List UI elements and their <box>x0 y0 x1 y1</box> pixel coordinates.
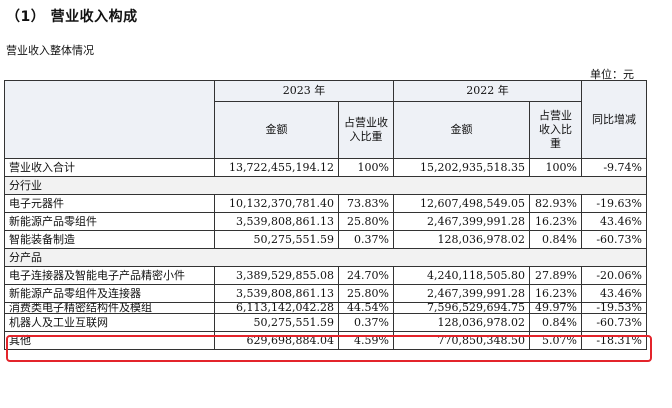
share-2023: 73.83% <box>338 194 394 213</box>
highlight-box <box>6 335 652 362</box>
row-label: 新能源产品零组件 <box>4 212 215 231</box>
row-label: 电子连接器及智能电子产品精密小件 <box>4 266 215 285</box>
section-subtitle: 营业收入整体情况 <box>6 44 94 57</box>
share-2023: 100% <box>338 158 394 177</box>
share-2022: 82.93% <box>529 194 582 213</box>
header-share-2022: 占营业收入比重 <box>529 101 582 159</box>
yoy-change: -9.74% <box>581 158 647 177</box>
amount-2023: 6,113,142,042.28 <box>214 302 339 314</box>
header-amount-2023: 金额 <box>214 101 339 159</box>
row-label: 消费类电子精密结构件及模组 <box>4 302 215 314</box>
share-2023: 0.37% <box>338 313 394 332</box>
yoy-change: -60.73% <box>581 230 647 249</box>
header-amount-2022: 金额 <box>393 101 530 159</box>
amount-2022: 128,036,978.02 <box>393 230 530 249</box>
section-label: 分产品 <box>4 248 647 267</box>
table-row: 电子连接器及智能电子产品精密小件 3,389,529,855.08 24.70%… <box>4 266 647 285</box>
share-2022: 100% <box>529 158 582 177</box>
table-row-partially-hidden: 消费类电子精密结构件及模组 6,113,142,042.28 44.54% 7,… <box>4 302 647 314</box>
share-2023: 44.54% <box>338 302 394 314</box>
share-2022: 49.97% <box>529 302 582 314</box>
yoy-change: -19.63% <box>581 194 647 213</box>
amount-2023: 13,722,455,194.12 <box>214 158 339 177</box>
header-year-2022: 2022 年 <box>393 80 582 102</box>
table-row: 智能装备制造 50,275,551.59 0.37% 128,036,978.0… <box>4 230 647 249</box>
share-2022: 27.89% <box>529 266 582 285</box>
amount-2022: 15,202,935,518.35 <box>393 158 530 177</box>
amount-2023: 3,389,529,855.08 <box>214 266 339 285</box>
yoy-change: 43.46% <box>581 284 647 303</box>
header-year-2023: 2023 年 <box>214 80 394 102</box>
share-2022: 0.84% <box>529 230 582 249</box>
header-change: 同比增减 <box>581 80 647 159</box>
share-2023: 24.70% <box>338 266 394 285</box>
table-row: 新能源产品零组件及连接器 3,539,808,861.13 25.80% 2,4… <box>4 284 647 303</box>
row-label: 新能源产品零组件及连接器 <box>4 284 215 303</box>
share-2022: 16.23% <box>529 284 582 303</box>
amount-2022: 2,467,399,991.28 <box>393 212 530 231</box>
row-label: 机器人及工业互联网 <box>4 313 215 332</box>
revenue-table: 2023 年 2022 年 同比增减 金额 占营业收入比重 金额 占营业收入比重… <box>4 80 647 350</box>
row-label: 电子元器件 <box>4 194 215 213</box>
table-row: 新能源产品零组件 3,539,808,861.13 25.80% 2,467,3… <box>4 212 647 231</box>
amount-2023: 3,539,808,861.13 <box>214 284 339 303</box>
amount-2023: 50,275,551.59 <box>214 313 339 332</box>
yoy-change: -19.53% <box>581 302 647 314</box>
amount-2022: 128,036,978.02 <box>393 313 530 332</box>
row-label: 营业收入合计 <box>4 158 215 177</box>
unit-label: 单位：元 <box>590 68 634 81</box>
yoy-change: -60.73% <box>581 313 647 332</box>
amount-2023: 3,539,808,861.13 <box>214 212 339 231</box>
share-2023: 25.80% <box>338 212 394 231</box>
amount-2022: 7,596,529,694.75 <box>393 302 530 314</box>
amount-2022: 4,240,118,505.80 <box>393 266 530 285</box>
table-section-product: 分产品 <box>4 248 647 267</box>
yoy-change: -20.06% <box>581 266 647 285</box>
yoy-change: 43.46% <box>581 212 647 231</box>
share-2022: 0.84% <box>529 313 582 332</box>
table-row-highlighted: 机器人及工业互联网 50,275,551.59 0.37% 128,036,97… <box>4 313 647 332</box>
section-label: 分行业 <box>4 176 647 195</box>
table-section-industry: 分行业 <box>4 176 647 195</box>
share-2023: 25.80% <box>338 284 394 303</box>
share-2022: 16.23% <box>529 212 582 231</box>
section-heading: （1） 营业收入构成 <box>6 9 138 25</box>
amount-2022: 2,467,399,991.28 <box>393 284 530 303</box>
row-label: 智能装备制造 <box>4 230 215 249</box>
header-blank <box>4 80 215 159</box>
amount-2023: 10,132,370,781.40 <box>214 194 339 213</box>
header-share-2023: 占营业收入比重 <box>338 101 394 159</box>
share-2023: 0.37% <box>338 230 394 249</box>
amount-2022: 12,607,498,549.05 <box>393 194 530 213</box>
table-row-total: 营业收入合计 13,722,455,194.12 100% 15,202,935… <box>4 158 647 177</box>
table-row: 电子元器件 10,132,370,781.40 73.83% 12,607,49… <box>4 194 647 213</box>
amount-2023: 50,275,551.59 <box>214 230 339 249</box>
